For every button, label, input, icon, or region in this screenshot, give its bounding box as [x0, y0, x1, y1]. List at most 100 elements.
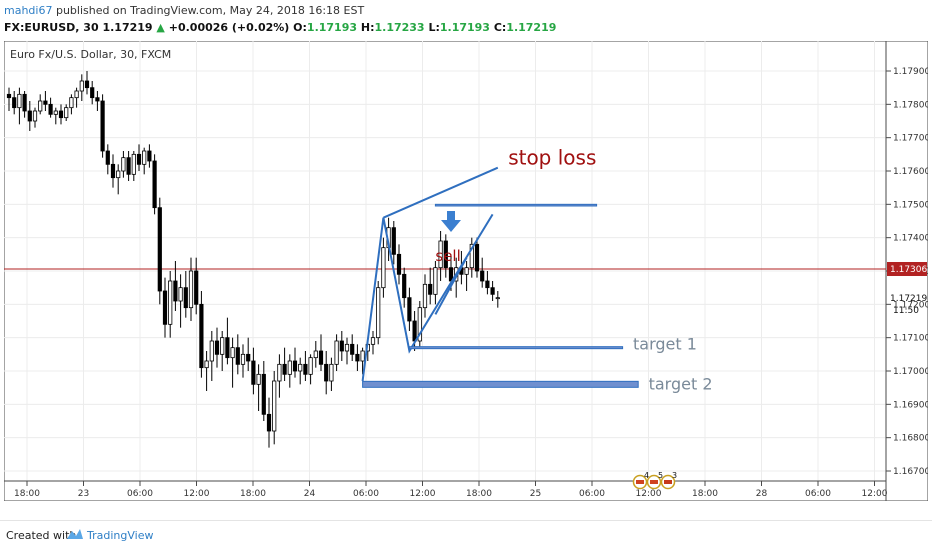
candle-body: [480, 270, 485, 282]
candle-body: [324, 363, 329, 382]
candle-body: [27, 110, 32, 122]
price-tick-label: 1.17000: [893, 367, 928, 377]
target-2-label: target 2: [649, 374, 713, 393]
time-tick-label: 06:00: [353, 489, 379, 499]
chart-area[interactable]: Euro Fx/U.S. Dollar, 30, FXCM 1.17900 1.1…: [3, 40, 930, 502]
candle-body: [313, 350, 318, 359]
candle-body: [292, 360, 298, 372]
candle-body: [240, 353, 246, 365]
tradingview-brand-link[interactable]: TradingView: [87, 529, 154, 542]
candle-body: [246, 353, 251, 362]
open-label: O:: [293, 21, 307, 34]
candlestick-chart[interactable]: Euro Fx/U.S. Dollar, 30, FXCM 1.17900 1.1…: [3, 40, 930, 502]
event-flag-stripe: [636, 480, 644, 484]
price-tick-label: 1.17200: [893, 300, 928, 310]
author-link[interactable]: mahdi67: [4, 4, 53, 17]
time-tick-label: 24: [304, 489, 316, 499]
candle-body: [79, 80, 84, 92]
candle-body: [32, 110, 38, 122]
wedge-upper-line[interactable]: [382, 166, 499, 219]
target-1-zone[interactable]: [408, 346, 624, 350]
candle-body: [308, 357, 313, 375]
candle-body: [38, 100, 43, 112]
event-flag-stripe: [664, 480, 672, 484]
symbol-label[interactable]: FX:EURUSD, 30: [4, 21, 99, 34]
candle-body: [261, 373, 266, 415]
candle-body: [272, 380, 277, 432]
candle-body: [490, 287, 495, 295]
trade-drawings[interactable]: sell stop loss target 1 target 2: [361, 145, 713, 393]
candle-body: [391, 227, 396, 255]
stop-loss-zone[interactable]: [434, 203, 598, 207]
time-tick-label: 28: [756, 489, 768, 499]
candle-body: [350, 343, 355, 355]
candle-body: [209, 340, 214, 362]
candle-body: [168, 280, 173, 325]
candle-body: [157, 207, 162, 292]
candle-body: [22, 93, 27, 112]
time-axis: 18:00 23 06:00 12:00 18:00 24 06:00 12:00 18:00 2…: [14, 481, 888, 499]
time-tick-label: 12:00: [184, 489, 210, 499]
price-tick-label: 1.17400: [893, 234, 928, 244]
candle-body: [339, 340, 344, 352]
time-tick-label: 18:00: [14, 489, 40, 499]
candle-body: [438, 240, 443, 269]
symbol-quote: FX:EURUSD, 30 1.17219 ▲ +0.00026 (+0.02%…: [4, 21, 556, 34]
candle-body: [142, 150, 147, 165]
price-tick-label: 1.17900: [893, 67, 928, 77]
candle-body: [230, 347, 235, 359]
candle-body: [100, 100, 105, 152]
candles: [6, 71, 500, 448]
candle-body: [74, 90, 79, 99]
price-tick-label: 1.17500: [893, 200, 928, 210]
candle-body: [220, 337, 225, 355]
candle-body: [121, 157, 126, 172]
candle-body: [277, 363, 282, 382]
candle-body: [95, 97, 100, 102]
target-1-label: target 1: [633, 334, 697, 353]
candle-body: [485, 280, 490, 289]
candle-body: [402, 273, 407, 299]
footer: Created with TradingView: [0, 520, 932, 551]
bar-countdown: 11:50: [893, 306, 919, 316]
current-price-badge: [887, 262, 927, 276]
low-value: 1.17193: [439, 21, 490, 34]
candle-body: [84, 80, 90, 89]
candle-body: [443, 240, 448, 269]
wedge-lower-line[interactable]: [361, 213, 494, 382]
candle-body: [396, 253, 402, 275]
time-tick-label: 23: [78, 489, 89, 499]
event-count-label: 5: [658, 471, 663, 480]
candle-body: [17, 93, 22, 109]
candle-body: [183, 287, 188, 309]
price-tick-label: 1.16800: [893, 434, 928, 444]
candle-body: [469, 243, 474, 269]
candle-body: [318, 350, 324, 365]
candle-body: [344, 343, 350, 352]
candle-body: [69, 97, 74, 109]
low-label: L:: [428, 21, 440, 34]
candle-body: [173, 280, 178, 302]
sell-arrow-icon: [441, 211, 461, 232]
open-value: 1.17193: [306, 21, 358, 34]
close-label: C:: [493, 21, 507, 34]
wedge-trend-line[interactable]: [434, 257, 468, 315]
candle-body: [126, 157, 131, 175]
grid: [4, 41, 886, 481]
price-tick-label: 1.17100: [893, 334, 928, 344]
candle-body: [235, 347, 240, 365]
sell-label: sell: [435, 247, 460, 265]
time-tick-label: 12:00: [410, 489, 436, 499]
candle-body: [370, 337, 376, 345]
price-tick-label: 1.17800: [893, 100, 928, 110]
candle-body: [136, 153, 142, 165]
target-2-zone[interactable]: [362, 380, 639, 388]
candle-body: [194, 270, 199, 305]
time-tick-label: 06:00: [579, 489, 605, 499]
event-flag-stripe: [650, 480, 658, 484]
time-tick-label: 06:00: [805, 489, 831, 499]
candle-body: [64, 107, 69, 119]
candle-body: [162, 290, 168, 325]
price-tick-label: 1.16700: [893, 467, 928, 477]
